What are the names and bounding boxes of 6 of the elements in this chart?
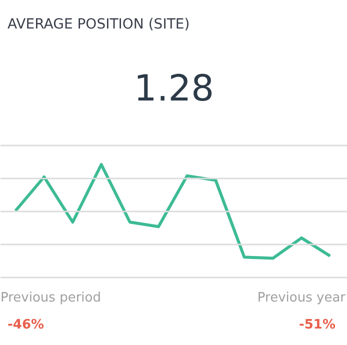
chart-title: AVERAGE POSITION (SITE): [8, 16, 190, 32]
chart-subtitle: 1.28: [134, 68, 214, 110]
text: Previous year: [257, 290, 346, 306]
text: Previous period: [0, 290, 101, 306]
text: -51%: [298, 318, 336, 332]
text: -46%: [8, 318, 44, 332]
